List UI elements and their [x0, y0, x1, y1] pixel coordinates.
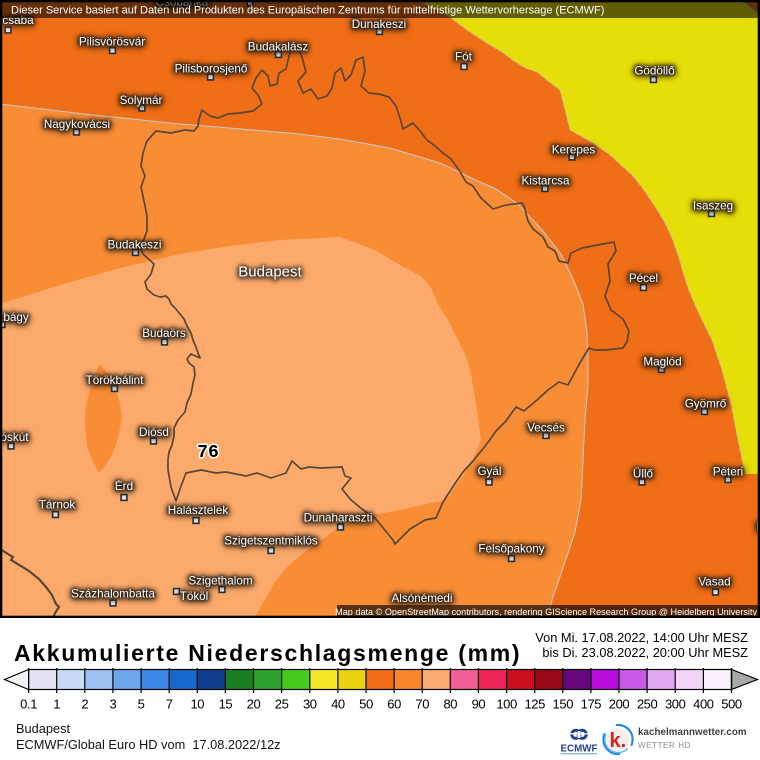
- svg-text:Szigetszentmiklós: Szigetszentmiklós: [224, 535, 318, 548]
- svg-text:20: 20: [247, 697, 261, 711]
- svg-text:Százhalombatta: Százhalombatta: [71, 588, 155, 601]
- svg-text:25: 25: [275, 697, 289, 711]
- svg-text:40: 40: [331, 697, 345, 711]
- svg-text:10: 10: [190, 697, 204, 711]
- svg-text:250: 250: [637, 697, 658, 711]
- svg-text:Felsőpakony: Felsőpakony: [478, 543, 544, 556]
- svg-text:Dunaharaszti: Dunaharaszti: [304, 512, 373, 525]
- svg-text:5: 5: [138, 697, 145, 711]
- svg-text:70: 70: [415, 697, 429, 711]
- svg-text:7: 7: [166, 697, 173, 711]
- svg-text:Gyál: Gyál: [477, 465, 501, 478]
- svg-text:Gödöllő: Gödöllő: [634, 65, 675, 78]
- svg-text:Kistarcsa: Kistarcsa: [521, 175, 570, 188]
- svg-text:Tököl: Tököl: [180, 590, 209, 603]
- svg-text:Tárnok: Tárnok: [39, 499, 76, 512]
- svg-text:2: 2: [81, 697, 88, 711]
- svg-text:76: 76: [197, 443, 219, 463]
- svg-text:Budakeszi: Budakeszi: [108, 239, 162, 252]
- svg-text:1: 1: [53, 697, 60, 711]
- svg-text:Map data © OpenStreetMap contr: Map data © OpenStreetMap contributors, r…: [335, 607, 757, 617]
- svg-text:30: 30: [303, 697, 317, 711]
- svg-text:175: 175: [581, 697, 602, 711]
- svg-text:Nagykovácsi: Nagykovácsi: [44, 118, 110, 131]
- svg-text:Vecsés: Vecsés: [527, 422, 565, 435]
- svg-text:Fót: Fót: [455, 51, 473, 64]
- svg-text:200: 200: [609, 697, 630, 711]
- svg-text:ECMWF: ECMWF: [560, 744, 597, 755]
- svg-text:0.1: 0.1: [20, 697, 37, 711]
- svg-text:Szigethalom: Szigethalom: [188, 575, 252, 588]
- svg-text:Halásztelek: Halásztelek: [168, 504, 229, 517]
- svg-text:Pilisborosjenő: Pilisborosjenő: [175, 63, 248, 76]
- svg-text:50: 50: [359, 697, 373, 711]
- svg-text:400: 400: [693, 697, 714, 711]
- svg-text:Budakalász: Budakalász: [248, 41, 309, 54]
- svg-text:Dunakeszi: Dunakeszi: [352, 18, 407, 31]
- svg-text:Solymár: Solymár: [120, 94, 163, 107]
- svg-text:Kerepes: Kerepes: [552, 144, 596, 157]
- svg-text:Üllő: Üllő: [633, 468, 654, 481]
- svg-text:Alsónémedi: Alsónémedi: [391, 592, 452, 605]
- svg-text:3: 3: [109, 697, 116, 711]
- svg-text:60: 60: [387, 697, 401, 711]
- svg-text:Maglód: Maglód: [643, 356, 681, 369]
- svg-text:Pilisvörösvár: Pilisvörösvár: [79, 36, 145, 49]
- svg-text:80: 80: [443, 697, 457, 711]
- svg-text:Törökbálint: Törökbálint: [86, 374, 145, 387]
- svg-text:Vasad: Vasad: [698, 576, 730, 589]
- svg-text:150: 150: [553, 697, 574, 711]
- svg-text:Budaörs: Budaörs: [142, 327, 186, 340]
- svg-text:500: 500: [721, 697, 742, 711]
- svg-text:90: 90: [472, 697, 486, 711]
- svg-text:óskút: óskút: [1, 431, 30, 444]
- svg-text:Érd: Érd: [115, 480, 133, 493]
- svg-text:125: 125: [524, 697, 545, 711]
- svg-text:Pécel: Pécel: [629, 272, 658, 285]
- svg-text:Diósd: Diósd: [139, 426, 169, 439]
- svg-text:k.: k.: [610, 730, 627, 752]
- svg-text:Gyömrő: Gyömrő: [685, 398, 727, 411]
- svg-text:300: 300: [665, 697, 686, 711]
- svg-text:Isaszeg: Isaszeg: [693, 200, 733, 213]
- svg-text:Péteri: Péteri: [713, 466, 744, 479]
- svg-text:100: 100: [496, 697, 517, 711]
- svg-text:bágy: bágy: [3, 311, 29, 324]
- svg-text:Budapest: Budapest: [238, 264, 302, 281]
- svg-text:Dieser Service basiert auf Dat: Dieser Service basiert auf Daten und Pro…: [11, 5, 604, 17]
- svg-text:15: 15: [219, 697, 233, 711]
